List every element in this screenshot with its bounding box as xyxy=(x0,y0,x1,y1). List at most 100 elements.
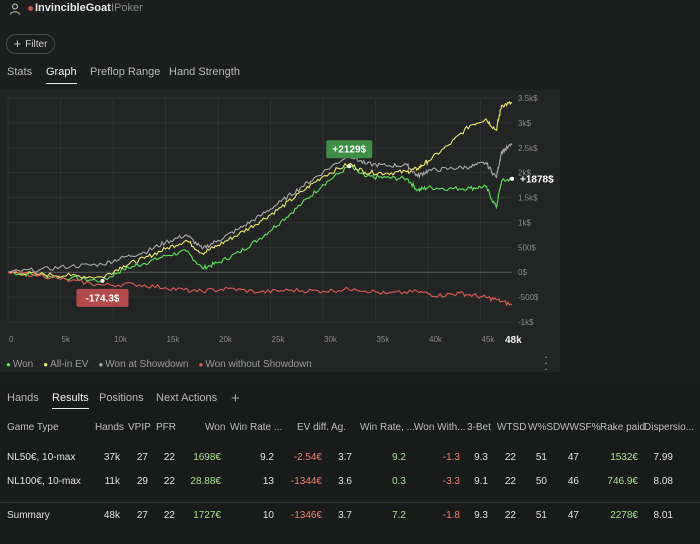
header-won[interactable]: Won xyxy=(205,422,226,433)
y-tick-label: 3k$ xyxy=(518,119,531,128)
cell-win-rate: 13 xyxy=(262,476,274,487)
header-3bet[interactable]: 3-Bet xyxy=(467,422,491,433)
end-value-label: +1878$ xyxy=(520,175,554,186)
table-header: Game Type Hands VPIP PFR Won Win Rate ..… xyxy=(0,417,700,439)
x-tick-label: 0 xyxy=(9,335,14,344)
legend-label-won-at-showdown: Won at Showdown xyxy=(105,358,189,370)
cell-wwsf: 46 xyxy=(567,476,579,487)
header-vpip[interactable]: VPIP xyxy=(128,422,151,433)
header-wsd[interactable]: W%SD xyxy=(528,422,561,433)
cell-pfr: 22 xyxy=(163,476,175,487)
cell-wtsd: 22 xyxy=(504,510,516,521)
y-tick-label: 500$ xyxy=(518,243,536,252)
header-game-type[interactable]: Game Type xyxy=(7,422,59,433)
table-row[interactable]: NL100€, 10-max 11k 29 22 28.88€ 13 -1344… xyxy=(0,471,700,495)
legend-item-won[interactable]: ● Won xyxy=(6,357,33,371)
legend-dot-won: ● xyxy=(6,359,11,369)
user-icon[interactable] xyxy=(9,3,21,15)
cell-win-rate-2: 9.2 xyxy=(392,452,406,463)
status-dot xyxy=(28,6,33,11)
tab-hand-strength[interactable]: Hand Strength xyxy=(169,66,240,78)
player-name: InvincibleGoat xyxy=(35,2,111,14)
y-tick-label: 2k$ xyxy=(518,169,531,178)
header-dispersion[interactable]: Dispersio... xyxy=(644,422,695,433)
legend-label-won-without-showdown: Won without Showdown xyxy=(205,358,312,370)
header-rake-paid[interactable]: Rake paid xyxy=(600,422,646,433)
x-tick-label: 20k xyxy=(219,335,233,344)
legend-item-won-at-showdown[interactable]: ● Won at Showdown xyxy=(98,357,188,371)
tab-positions[interactable]: Positions xyxy=(99,392,144,404)
series-line-all-in-ev xyxy=(7,100,513,279)
x-tick-label: 5k xyxy=(62,335,71,344)
cell-ev-diff: -1346€ xyxy=(290,510,322,521)
header-ev-diff[interactable]: EV diff. xyxy=(297,422,330,433)
cell-wwsf: 47 xyxy=(567,510,579,521)
y-tick-label: -1k$ xyxy=(518,318,534,327)
cell-aggression: 3.7 xyxy=(338,452,352,463)
cell-3bet: 9.3 xyxy=(474,452,488,463)
cell-dispersion: 7.99 xyxy=(653,452,673,463)
header-hands[interactable]: Hands xyxy=(95,422,124,433)
header-aggression[interactable]: Ag. xyxy=(331,422,347,433)
tab-hands[interactable]: Hands xyxy=(7,392,39,404)
header-win-rate-2[interactable]: Win Rate, ... xyxy=(360,422,416,433)
cell-dispersion: 8.01 xyxy=(653,510,673,521)
legend-item-won-without-showdown[interactable]: ● Won without Showdown xyxy=(198,357,311,371)
annotation-marker xyxy=(347,164,352,169)
cell-wsd: 51 xyxy=(535,510,547,521)
y-tick-label: 3.5k$ xyxy=(518,94,538,103)
header-win-rate[interactable]: Win Rate ... xyxy=(230,422,283,433)
tab-preflop-range[interactable]: Preflop Range xyxy=(90,66,161,78)
table-summary-row[interactable]: Summary 48k 27 22 1727€ 10 -1346€ 3.7 7.… xyxy=(0,502,700,526)
more-options-icon[interactable]: · · · xyxy=(543,349,549,376)
results-graph[interactable]: 3.5k$ 3k$ 2.5k$ 2k$ 1.5k$ 1k$ 500$ 0$ -500$ -1k$ 0… xyxy=(0,90,560,354)
annotation-badge xyxy=(76,288,129,307)
filter-label: Filter xyxy=(25,38,48,50)
cell-wsd: 50 xyxy=(535,476,547,487)
filter-button[interactable]: + Filter xyxy=(6,34,55,54)
cell-win-rate: 10 xyxy=(262,510,274,521)
x-tick-label: 15k xyxy=(167,335,181,344)
cell-win-rate-2: 7.2 xyxy=(392,510,406,521)
cell-hands: 11k xyxy=(104,476,120,487)
legend-dot-won-without-showdown: ● xyxy=(198,359,204,369)
legend-item-all-in-ev[interactable]: ● All-in EV xyxy=(43,357,88,371)
cell-rake-paid: 2278€ xyxy=(610,510,638,521)
cell-vpip: 27 xyxy=(136,510,148,521)
cell-3bet: 9.3 xyxy=(474,510,488,521)
tab-graph[interactable]: Graph xyxy=(46,66,77,84)
header-wwsf[interactable]: WWSF% xyxy=(560,422,601,433)
chart-legend: ● Won ● All-in EV ● Won at Showdown ● Won wi… xyxy=(6,357,312,371)
x-tick-label: 25k xyxy=(272,335,286,344)
cell-wsd: 51 xyxy=(535,452,547,463)
x-end-label: 48k xyxy=(505,335,522,346)
x-tick-label: 45k xyxy=(482,335,496,344)
tab-results[interactable]: Results xyxy=(52,392,89,409)
tab-next-actions[interactable]: Next Actions xyxy=(156,392,218,404)
cell-won-without: -3.3 xyxy=(442,476,460,487)
cell-ev-diff: -2.54€ xyxy=(293,452,322,463)
cell-summary-label: Summary xyxy=(7,510,50,521)
y-tick-label: 1k$ xyxy=(518,218,531,227)
cell-win-rate: 9.2 xyxy=(260,452,274,463)
cell-rake-paid: 746.9€ xyxy=(607,476,638,487)
add-tab-icon[interactable]: + xyxy=(231,390,240,407)
legend-label-won: Won xyxy=(12,358,34,370)
cell-3bet: 9.1 xyxy=(474,476,488,487)
header-wtsd[interactable]: WTSD xyxy=(497,422,527,433)
x-tick-label: 35k xyxy=(377,335,391,344)
cell-won-without: -1.8 xyxy=(442,510,460,521)
cell-rake-paid: 1532€ xyxy=(610,452,638,463)
cell-aggression: 3.6 xyxy=(338,476,352,487)
legend-dot-all-in-ev: ● xyxy=(43,359,49,369)
site-name: IPoker xyxy=(111,2,143,14)
cell-won: 1727€ xyxy=(193,510,221,521)
table-row[interactable]: NL50€, 10-max 37k 27 22 1698€ 9.2 -2.54€… xyxy=(0,447,700,471)
tab-stats[interactable]: Stats xyxy=(7,66,33,78)
annotation-marker xyxy=(100,278,105,283)
header-won-without[interactable]: Won With... xyxy=(414,422,466,433)
plus-icon: + xyxy=(13,36,22,51)
header-pfr[interactable]: PFR xyxy=(156,422,176,433)
y-tick-label: 0$ xyxy=(518,268,527,277)
annotation-label: -174.3$ xyxy=(86,293,120,304)
